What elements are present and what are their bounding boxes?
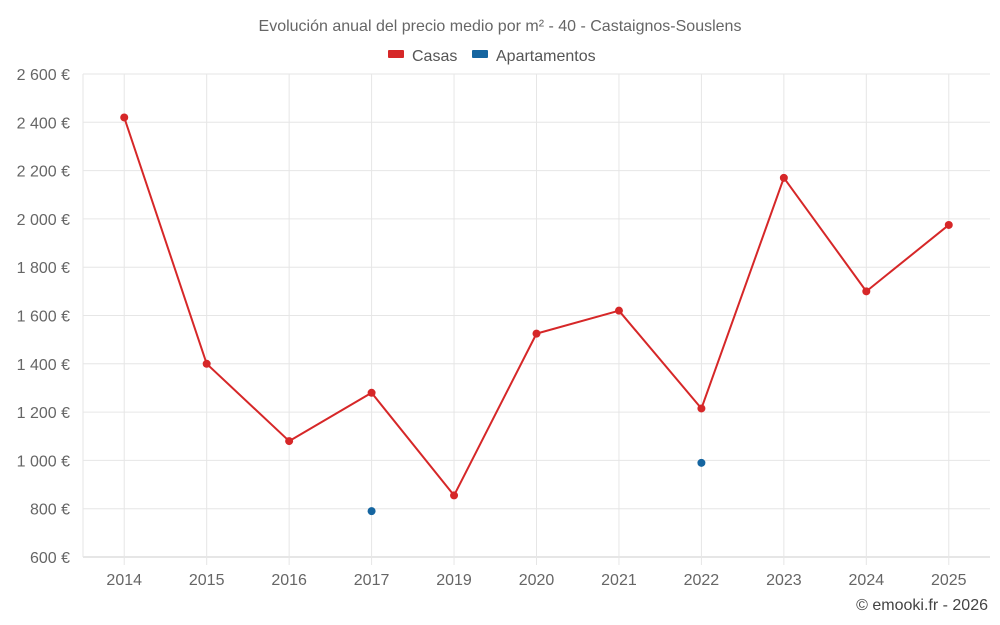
data-point-casas[interactable]: [779, 173, 788, 182]
x-tick-label: 2024: [849, 572, 885, 589]
x-tick-label: 2015: [189, 572, 225, 589]
data-point-apartamentos[interactable]: [367, 507, 376, 516]
y-axis-ticks: 600 € 800 € 1 000 € 1 200 € 1 400 € 1 600 € 1 …: [17, 67, 70, 567]
x-tick-label: 2020: [519, 572, 555, 589]
y-tick-label: 2 400 €: [17, 115, 70, 132]
y-tick-label: 600 €: [30, 550, 70, 567]
x-tick-label: 2023: [766, 572, 802, 589]
y-tick-label: 2 600 €: [17, 67, 70, 84]
legend-label-apartamentos: Apartamentos: [496, 48, 596, 65]
legend-label-casas: Casas: [412, 48, 457, 65]
x-tick-label: 2016: [271, 572, 307, 589]
data-point-casas[interactable]: [367, 388, 376, 397]
data-point-casas[interactable]: [285, 437, 294, 446]
legend-swatch-casas: [388, 50, 404, 58]
y-tick-label: 1 200 €: [17, 405, 70, 422]
x-tick-label: 2021: [601, 572, 637, 589]
y-tick-label: 2 000 €: [17, 212, 70, 229]
y-tick-label: 1 800 €: [17, 260, 70, 277]
x-axis-ticks: 2014 2015 2016 2017 2019 2020 2021 2022 2023 2024…: [106, 572, 966, 589]
x-gridlines: [82, 74, 950, 565]
legend-swatch-apartamentos: [472, 50, 488, 58]
chart-title: Evolución anual del precio medio por m² …: [259, 18, 742, 35]
y-tick-label: 1 600 €: [17, 309, 70, 326]
data-point-casas[interactable]: [450, 491, 459, 500]
y-tick-label: 2 200 €: [17, 164, 70, 181]
legend: Casas Apartamentos: [388, 48, 596, 65]
data-point-casas[interactable]: [697, 404, 706, 413]
data-point-casas[interactable]: [120, 113, 129, 122]
legend-item-casas[interactable]: Casas: [388, 48, 457, 65]
legend-item-apartamentos[interactable]: Apartamentos: [472, 48, 596, 65]
x-tick-label: 2014: [106, 572, 142, 589]
series-layer: [120, 113, 953, 516]
data-point-casas[interactable]: [614, 306, 623, 315]
y-tick-label: 1 400 €: [17, 357, 70, 374]
credit-text: © emooki.fr - 2026: [856, 597, 988, 614]
data-point-casas[interactable]: [532, 329, 541, 338]
x-tick-label: 2025: [931, 572, 967, 589]
data-point-casas[interactable]: [944, 220, 953, 229]
x-tick-label: 2017: [354, 572, 390, 589]
y-tick-label: 1 000 €: [17, 453, 70, 470]
y-tick-label: 800 €: [30, 502, 70, 519]
data-point-casas[interactable]: [202, 359, 211, 368]
data-point-casas[interactable]: [862, 287, 871, 296]
x-tick-label: 2022: [684, 572, 720, 589]
series-apartamentos: [367, 458, 706, 516]
series-casas: [120, 113, 953, 500]
data-point-apartamentos[interactable]: [697, 458, 706, 467]
x-tick-label: 2019: [436, 572, 472, 589]
